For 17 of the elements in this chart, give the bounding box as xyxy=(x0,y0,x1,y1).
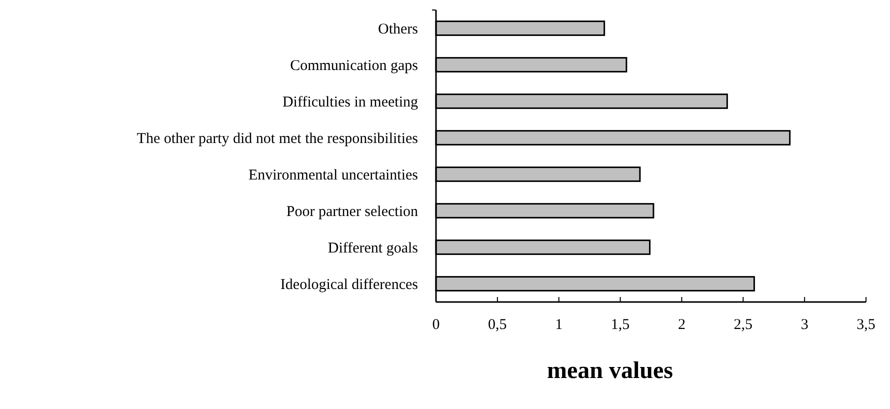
y-tick-label: The other party did not met the responsibilities xyxy=(136,131,418,147)
x-tick-label: 0,5 xyxy=(488,317,507,333)
y-tick-label: Environmental uncertainties xyxy=(248,168,418,184)
x-axis-title: mean values xyxy=(547,358,673,384)
y-tick-label: Difficulties in meeting xyxy=(282,94,418,110)
x-tick-label: 2,5 xyxy=(734,317,753,333)
x-tick-label: 1,5 xyxy=(610,317,630,333)
x-tick-label: 3,5 xyxy=(856,317,876,333)
y-tick-label: Communication gaps xyxy=(290,58,418,74)
y-tick-label: Poor partner selection xyxy=(286,204,418,220)
x-tick-label: 0 xyxy=(432,317,440,333)
x-tick-label: 2 xyxy=(678,317,686,333)
x-tick-label: 3 xyxy=(800,317,808,333)
x-tick-label: 1 xyxy=(555,317,563,333)
y-tick-label: Different goals xyxy=(328,240,418,256)
y-tick-label: Others xyxy=(378,22,418,38)
y-tick-label: Ideological differences xyxy=(280,277,418,293)
